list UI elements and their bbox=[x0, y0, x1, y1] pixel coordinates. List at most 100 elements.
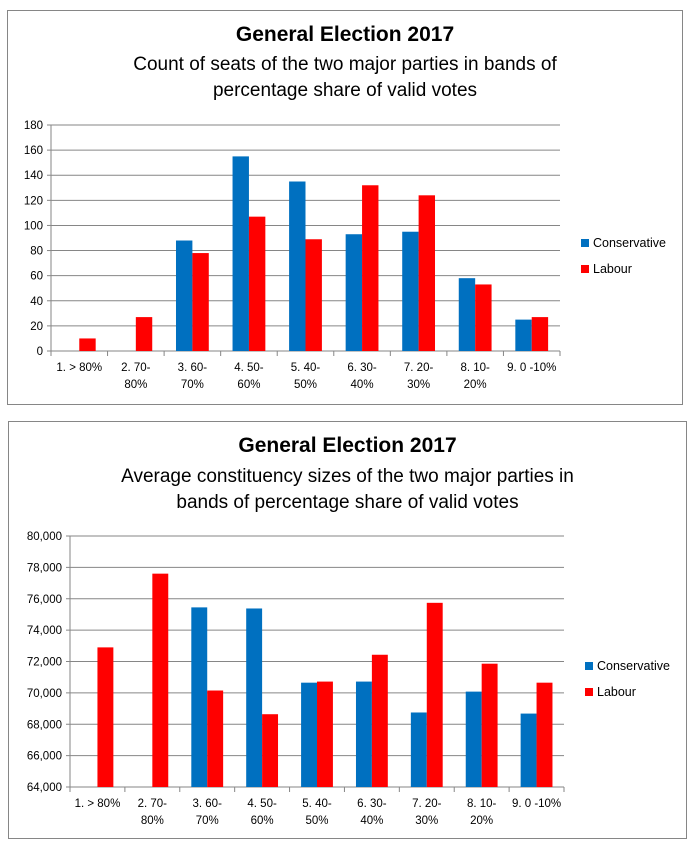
x-tick-label: 4. 50- bbox=[234, 362, 264, 374]
legend-label: Conservative bbox=[597, 659, 670, 673]
chart-subtitle-line-2: bands of percentage share of valid votes bbox=[176, 492, 519, 513]
bar-conservative bbox=[410, 712, 427, 787]
bar-conservative bbox=[520, 713, 537, 787]
bar-conservative bbox=[345, 234, 363, 351]
y-tick-label: 72,000 bbox=[27, 657, 62, 669]
bar-conservative bbox=[191, 607, 208, 787]
legend-item-conservative: Conservative bbox=[581, 230, 666, 256]
bar-labour bbox=[317, 681, 333, 787]
x-tick-label: 6. 30- bbox=[347, 362, 377, 374]
x-tick-label: 7. 20- bbox=[404, 362, 434, 374]
bar-labour bbox=[135, 317, 153, 351]
y-tick-label: 74,000 bbox=[27, 625, 62, 637]
x-tick-label: 8. 10- bbox=[467, 798, 497, 810]
x-tick-label: 7. 20- bbox=[412, 798, 442, 810]
y-tick-label: 20 bbox=[30, 321, 43, 333]
seat-count-chart: General Election 2017 Count of seats of … bbox=[7, 10, 683, 405]
legend-item-conservative: Conservative bbox=[585, 653, 670, 679]
x-tick-label: 6. 30- bbox=[357, 798, 387, 810]
x-tick-label: 70% bbox=[181, 379, 204, 391]
legend-swatch-conservative bbox=[581, 239, 589, 247]
bar-conservative bbox=[402, 231, 419, 351]
x-tick-label: 2. 70- bbox=[121, 362, 151, 374]
x-tick-label: 5. 40- bbox=[291, 362, 321, 374]
bar-labour bbox=[305, 239, 322, 351]
bar-conservative bbox=[246, 608, 263, 787]
x-tick-label: 40% bbox=[360, 815, 383, 827]
x-tick-label: 80% bbox=[124, 379, 147, 391]
bar-labour bbox=[362, 185, 379, 351]
bar-labour bbox=[152, 573, 169, 787]
x-tick-label: 9. 0 -10% bbox=[507, 362, 556, 374]
x-tick-label: 20% bbox=[470, 815, 493, 827]
x-tick-label: 50% bbox=[305, 815, 328, 827]
chart-title: General Election 2017 bbox=[235, 23, 455, 46]
bar-labour bbox=[481, 663, 498, 787]
y-tick-label: 64,000 bbox=[27, 782, 62, 794]
bar-conservative bbox=[175, 240, 193, 351]
y-tick-label: 0 bbox=[37, 346, 43, 358]
chart-title: General Election 2017 bbox=[238, 434, 457, 457]
chart-subtitle-line-1: Count of seats of the two major parties … bbox=[133, 54, 557, 75]
x-tick-label: 60% bbox=[251, 815, 274, 827]
x-tick-label: 30% bbox=[407, 379, 430, 391]
x-tick-label: 30% bbox=[415, 815, 438, 827]
legend-swatch-labour bbox=[581, 265, 589, 273]
bar-conservative bbox=[301, 682, 317, 787]
bar-labour bbox=[426, 602, 443, 787]
x-tick-label: 4. 50- bbox=[247, 798, 277, 810]
legend-item-labour: Labour bbox=[581, 256, 666, 282]
legend-label: Conservative bbox=[593, 236, 666, 250]
x-tick-label: 2. 70- bbox=[138, 798, 168, 810]
bar-conservative bbox=[355, 681, 372, 787]
y-tick-label: 140 bbox=[24, 170, 43, 182]
y-tick-label: 66,000 bbox=[27, 751, 62, 763]
y-tick-label: 70,000 bbox=[27, 688, 62, 700]
legend-swatch-conservative bbox=[585, 662, 593, 670]
bar-conservative bbox=[515, 319, 532, 351]
bar-labour bbox=[262, 714, 279, 787]
y-tick-label: 160 bbox=[24, 145, 43, 157]
bar-conservative bbox=[289, 181, 306, 351]
legend-swatch-labour bbox=[585, 688, 593, 696]
chart-subtitle-line-1: Average constituency sizes of the two ma… bbox=[121, 466, 574, 487]
x-tick-label: 20% bbox=[464, 379, 487, 391]
legend-item-labour: Labour bbox=[585, 679, 670, 705]
bar-labour bbox=[248, 216, 266, 351]
bar-labour bbox=[475, 284, 492, 351]
y-tick-label: 40 bbox=[30, 296, 43, 308]
x-tick-label: 9. 0 -10% bbox=[512, 798, 561, 810]
x-tick-label: 3. 60- bbox=[193, 798, 223, 810]
y-tick-label: 80 bbox=[30, 246, 43, 258]
x-tick-label: 1. > 80% bbox=[56, 362, 102, 374]
y-tick-label: 78,000 bbox=[27, 562, 62, 574]
x-tick-label: 40% bbox=[351, 379, 374, 391]
legend-label: Labour bbox=[597, 685, 636, 699]
chart-subtitle-line-2: percentage share of valid votes bbox=[212, 80, 478, 101]
bar-conservative bbox=[465, 691, 482, 787]
y-tick-label: 100 bbox=[24, 220, 43, 232]
bar-labour bbox=[207, 690, 224, 787]
bar-conservative bbox=[458, 278, 476, 351]
y-tick-label: 180 bbox=[24, 120, 43, 132]
x-tick-label: 70% bbox=[196, 815, 219, 827]
bar-labour bbox=[97, 647, 114, 787]
x-tick-label: 8. 10- bbox=[460, 362, 490, 374]
bar-labour bbox=[79, 338, 96, 351]
constituency-size-chart: General Election 2017 Average constituen… bbox=[8, 421, 687, 839]
bar-labour bbox=[531, 317, 549, 351]
legend-label: Labour bbox=[593, 262, 632, 276]
chart-plot-area: 0 20 40 60 80 100 120 140 160 180 1. > 80% 2. 70- 80… bbox=[24, 120, 561, 391]
bar-labour bbox=[192, 253, 209, 351]
bar-labour bbox=[536, 682, 553, 787]
x-tick-label: 5. 40- bbox=[302, 798, 332, 810]
chart-legend: Conservative Labour bbox=[585, 653, 670, 705]
x-tick-label: 1. > 80% bbox=[75, 798, 121, 810]
x-tick-label: 60% bbox=[237, 379, 260, 391]
x-tick-label: 50% bbox=[294, 379, 317, 391]
x-tick-label: 80% bbox=[141, 815, 164, 827]
y-tick-label: 120 bbox=[24, 195, 43, 207]
bar-labour bbox=[371, 654, 388, 787]
chart-legend: Conservative Labour bbox=[581, 230, 666, 282]
y-tick-label: 68,000 bbox=[27, 719, 62, 731]
